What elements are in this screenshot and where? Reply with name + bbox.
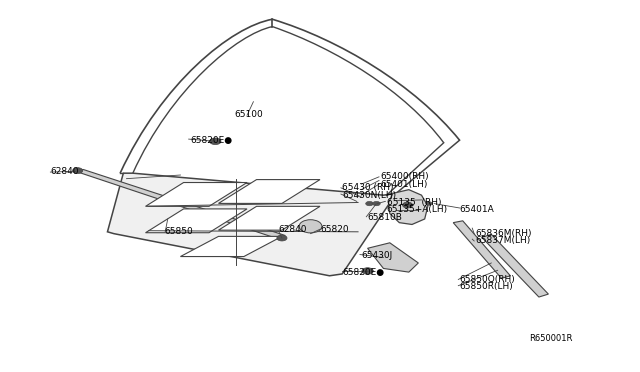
Text: 65850: 65850 (164, 227, 193, 236)
Polygon shape (145, 183, 247, 206)
Text: 65430J: 65430J (361, 251, 392, 260)
Text: 65836M(RH): 65836M(RH) (476, 229, 532, 238)
Text: 65135+A(LH): 65135+A(LH) (387, 205, 448, 214)
Circle shape (365, 201, 373, 206)
Text: 65430N(LH): 65430N(LH) (342, 191, 396, 200)
Text: 65850R(LH): 65850R(LH) (460, 282, 513, 291)
Circle shape (72, 168, 83, 174)
Circle shape (403, 202, 413, 208)
Circle shape (362, 268, 373, 274)
Circle shape (210, 138, 221, 145)
Polygon shape (453, 221, 510, 278)
Text: 65820: 65820 (320, 225, 349, 234)
Text: 65430 (RH): 65430 (RH) (342, 183, 394, 192)
Text: 65400(RH): 65400(RH) (380, 172, 429, 181)
Text: 65401A: 65401A (460, 205, 494, 214)
Text: 65850Q(RH): 65850Q(RH) (460, 275, 515, 284)
Polygon shape (145, 209, 247, 233)
Text: 62840: 62840 (51, 167, 79, 176)
Polygon shape (482, 234, 548, 297)
Polygon shape (388, 190, 428, 224)
Polygon shape (108, 173, 396, 276)
Polygon shape (367, 243, 419, 272)
Polygon shape (180, 236, 282, 257)
Polygon shape (218, 206, 320, 230)
Circle shape (372, 201, 380, 206)
Text: 62840: 62840 (279, 225, 307, 234)
Text: 65100: 65100 (234, 110, 263, 119)
Text: 65401(LH): 65401(LH) (380, 180, 428, 189)
Text: 65135  (RH): 65135 (RH) (387, 198, 441, 207)
Circle shape (426, 202, 432, 205)
Polygon shape (76, 170, 285, 239)
Text: 65820E●: 65820E● (190, 136, 232, 145)
Text: 65810B: 65810B (367, 213, 403, 222)
Text: R650001R: R650001R (529, 334, 573, 343)
Text: 65820E●: 65820E● (342, 267, 385, 277)
Polygon shape (218, 180, 320, 203)
Text: 65837M(LH): 65837M(LH) (476, 237, 531, 246)
Circle shape (299, 220, 322, 233)
Circle shape (277, 235, 287, 241)
